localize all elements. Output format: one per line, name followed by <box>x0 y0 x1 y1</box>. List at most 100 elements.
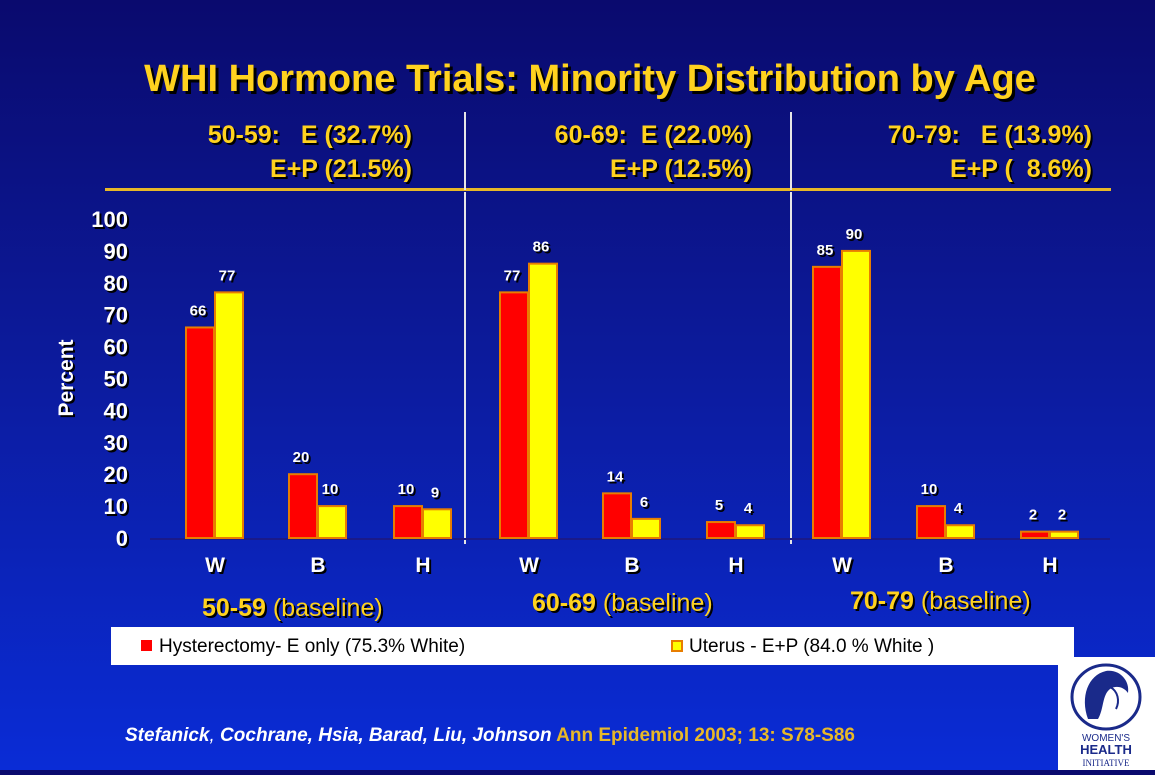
bar-e-plus-p <box>422 508 452 540</box>
chart-legend: Hysterectomy- E only (75.3% White) Uteru… <box>111 627 1074 665</box>
legend-label-e-only: Hysterectomy- E only (75.3% White) <box>159 636 466 657</box>
data-label: 6 <box>640 494 648 511</box>
data-label: 90 <box>846 226 863 243</box>
data-label-shadow: 10 <box>923 483 940 500</box>
y-tick-label: 0 <box>116 526 128 551</box>
group-header-line2: E+P (21.5%) <box>270 155 412 183</box>
citation-journal: Ann Epidemiol 2003; 13: S78-S86 <box>551 725 855 746</box>
baseline-age: 50-59 <box>202 594 266 622</box>
baseline-label-70-79: 70-79 (baseline) <box>850 587 1031 616</box>
bar-e-plus-p <box>841 249 871 539</box>
x-tick-label-shadow: B <box>626 556 641 579</box>
data-label-shadow: 10 <box>324 483 341 500</box>
data-label: 9 <box>431 484 439 501</box>
y-tick-label-shadow: 30 <box>106 432 130 457</box>
baseline-label-60-69: 60-69 (baseline) <box>532 589 713 618</box>
baseline-suffix: (baseline) <box>265 594 383 622</box>
x-tick-label: B <box>624 554 639 577</box>
citation-author-first: Stefanick <box>125 725 210 746</box>
legend-swatch-e-plus-p <box>671 640 683 652</box>
group-header-70-79: 70-79: E (13.9%) E+P ( 8.6%) <box>818 118 1092 186</box>
bar-chart: 0010102020303040405050606070708080909010… <box>55 207 1110 579</box>
data-label-shadow: 14 <box>609 470 626 487</box>
data-label: 85 <box>817 242 834 259</box>
y-tick-label-shadow: 0 <box>118 528 130 553</box>
data-label: 5 <box>715 497 723 514</box>
data-label-shadow: 66 <box>192 304 209 321</box>
data-label: 4 <box>954 500 963 517</box>
x-tick-label-shadow: H <box>1044 556 1059 579</box>
y-tick-label: 90 <box>104 239 128 264</box>
y-tick-label: 50 <box>104 367 128 392</box>
bar-e-plus-p <box>214 291 244 539</box>
bar-e-only <box>706 521 736 539</box>
bar-e-plus-p <box>945 524 975 539</box>
y-tick-label: 10 <box>104 494 128 519</box>
data-label-shadow: 2 <box>1060 509 1068 526</box>
x-tick-label: W <box>519 554 539 577</box>
x-tick-label: W <box>205 554 225 577</box>
data-label: 10 <box>322 481 339 498</box>
y-tick-label-shadow: 90 <box>106 241 130 266</box>
data-label: 10 <box>921 481 938 498</box>
data-label-shadow: 6 <box>642 496 650 513</box>
baseline-age: 70-79 <box>850 587 914 615</box>
bar-e-only <box>393 505 423 540</box>
data-label: 10 <box>398 481 415 498</box>
y-tick-label: 100 <box>91 207 128 232</box>
y-tick-label: 30 <box>104 430 128 455</box>
citation: Stefanick, Cochrane, Hsia, Barad, Liu, J… <box>125 725 855 747</box>
baseline-suffix: (baseline) <box>913 587 1031 615</box>
x-tick-label-shadow: W <box>834 556 854 579</box>
y-tick-label-shadow: 100 <box>93 209 130 234</box>
x-tick-label-shadow: B <box>312 556 327 579</box>
citation-authors: Cochrane, Hsia, Barad, Liu, Johnson <box>220 725 552 746</box>
x-tick-label-shadow: W <box>207 556 227 579</box>
group-separator <box>464 192 466 544</box>
data-label: 14 <box>607 468 624 485</box>
group-header-line2: E+P ( 8.6%) <box>950 155 1092 183</box>
data-label: 86 <box>533 239 550 256</box>
bar-e-only <box>288 473 318 540</box>
data-label-shadow: 10 <box>400 483 417 500</box>
y-tick-label: 40 <box>104 398 128 423</box>
bar-e-plus-p <box>528 262 558 539</box>
x-tick-label-shadow: W <box>521 556 541 579</box>
y-tick-label: 20 <box>104 462 128 487</box>
group-header-line1: 70-79: E (13.9%) <box>887 121 1092 149</box>
bar-e-only <box>499 291 529 539</box>
header-separator <box>464 112 466 190</box>
y-axis-label: Percent <box>55 339 78 416</box>
x-tick-label: H <box>415 554 430 577</box>
group-header-50-59: 50-59: E (32.7%) E+P (21.5%) <box>150 118 412 186</box>
group-header-line2: E+P (12.5%) <box>610 155 752 183</box>
y-tick-label-shadow: 10 <box>106 496 130 521</box>
data-label: 66 <box>190 302 207 319</box>
y-axis-label-shadow: Percent <box>57 341 80 418</box>
group-separator <box>790 192 792 544</box>
header-divider <box>105 188 1111 191</box>
data-label-shadow: 9 <box>433 486 441 503</box>
group-header-line1: 60-69: E (22.0%) <box>554 121 752 149</box>
data-label-shadow: 90 <box>848 228 865 245</box>
group-header-60-69: 60-69: E (22.0%) E+P (12.5%) <box>490 118 752 186</box>
x-tick-label: H <box>1042 554 1057 577</box>
data-label-shadow: 77 <box>506 269 523 286</box>
bar-e-only <box>602 492 632 539</box>
logo-text-2: HEALTH <box>1080 742 1132 757</box>
data-label-shadow: 4 <box>956 502 965 519</box>
bar-e-plus-p <box>1049 530 1079 539</box>
data-label: 77 <box>219 267 236 284</box>
bar-e-plus-p <box>317 505 347 540</box>
y-tick-label-shadow: 80 <box>106 273 130 298</box>
y-tick-label: 80 <box>104 271 128 296</box>
header-separator <box>790 112 792 190</box>
data-label-shadow: 85 <box>819 244 836 261</box>
legend-label-e-plus-p: Uterus - E+P (84.0 % White ) <box>689 636 935 657</box>
bar-e-only <box>812 265 842 539</box>
x-tick-label-shadow: H <box>417 556 432 579</box>
y-tick-label-shadow: 50 <box>106 369 130 394</box>
baseline-age: 60-69 <box>532 589 596 617</box>
bar-e-only <box>1020 530 1050 539</box>
baseline-suffix: (baseline) <box>595 589 713 617</box>
